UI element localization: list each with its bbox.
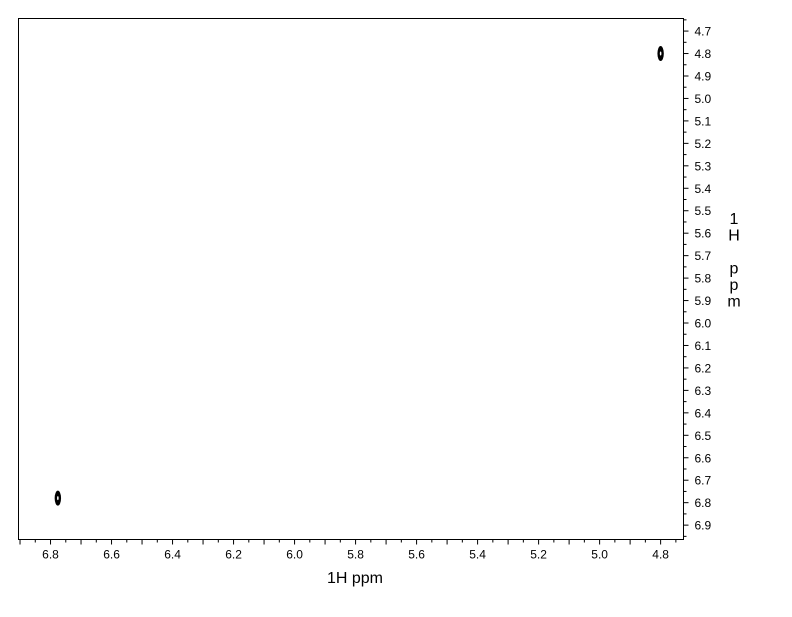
x-tick-label: 5.8	[347, 548, 364, 562]
x-tick-label: 5.4	[469, 548, 486, 562]
y-tick-label: 6.3	[695, 384, 712, 398]
y-tick-label: 5.9	[695, 294, 712, 308]
y-axis: 4.7 4.8 4.9 5.0 5.1 5.2 5.3 5.4 5.5 5.6 5.7 5.8 5.9 6…	[683, 19, 712, 537]
y-tick-label: 6.2	[695, 361, 712, 375]
y-tick-label: 5.3	[695, 159, 712, 173]
peak-contour-inner	[57, 496, 59, 501]
y-tick-label: 6.1	[695, 339, 712, 353]
y-axis-label-char: p	[730, 277, 739, 294]
peak-contour-inner	[659, 51, 662, 56]
y-tick-label: 6.8	[695, 496, 712, 510]
y-tick-label: 6.4	[695, 406, 712, 420]
y-axis-label-char: p	[730, 261, 739, 278]
peaks	[54, 46, 664, 506]
y-tick-label: 4.7	[695, 25, 712, 39]
y-axis-label-char: m	[727, 294, 740, 311]
y-tick-label: 4.9	[695, 69, 712, 83]
x-tick-label: 5.6	[408, 548, 425, 562]
x-tick-label: 6.0	[286, 548, 303, 562]
y-tick-label: 5.1	[695, 114, 712, 128]
y-tick-label: 6.0	[695, 317, 712, 331]
y-tick-label: 5.4	[695, 182, 712, 196]
y-tick-label: 6.5	[695, 429, 712, 443]
y-tick-label: 5.8	[695, 272, 712, 286]
y-tick-label: 5.0	[695, 92, 712, 106]
x-axis-label: 1H ppm	[327, 570, 383, 587]
y-tick-label: 5.5	[695, 204, 712, 218]
x-tick-label: 6.2	[225, 548, 242, 562]
x-tick-label: 5.0	[591, 548, 608, 562]
x-tick-label: 5.2	[530, 548, 547, 562]
y-tick-label: 5.7	[695, 249, 712, 263]
y-axis-label-char: 1	[730, 211, 739, 228]
y-tick-label: 6.7	[695, 474, 712, 488]
y-tick-label: 5.6	[695, 227, 712, 241]
plot-frame	[18, 18, 684, 540]
y-tick-label: 4.8	[695, 47, 712, 61]
x-tick-label: 6.4	[164, 548, 181, 562]
x-tick-label: 6.8	[42, 548, 59, 562]
y-tick-label: 6.6	[695, 451, 712, 465]
y-tick-label: 6.9	[695, 519, 712, 533]
x-axis: 6.8 6.6 6.4 6.2 6.0 5.8 5.6 5.4 5.2 5.0 4.8	[19, 539, 677, 562]
y-axis-label-char: H	[728, 228, 740, 245]
x-tick-label: 4.8	[652, 548, 669, 562]
x-tick-label: 6.6	[103, 548, 120, 562]
y-tick-label: 5.2	[695, 137, 712, 151]
